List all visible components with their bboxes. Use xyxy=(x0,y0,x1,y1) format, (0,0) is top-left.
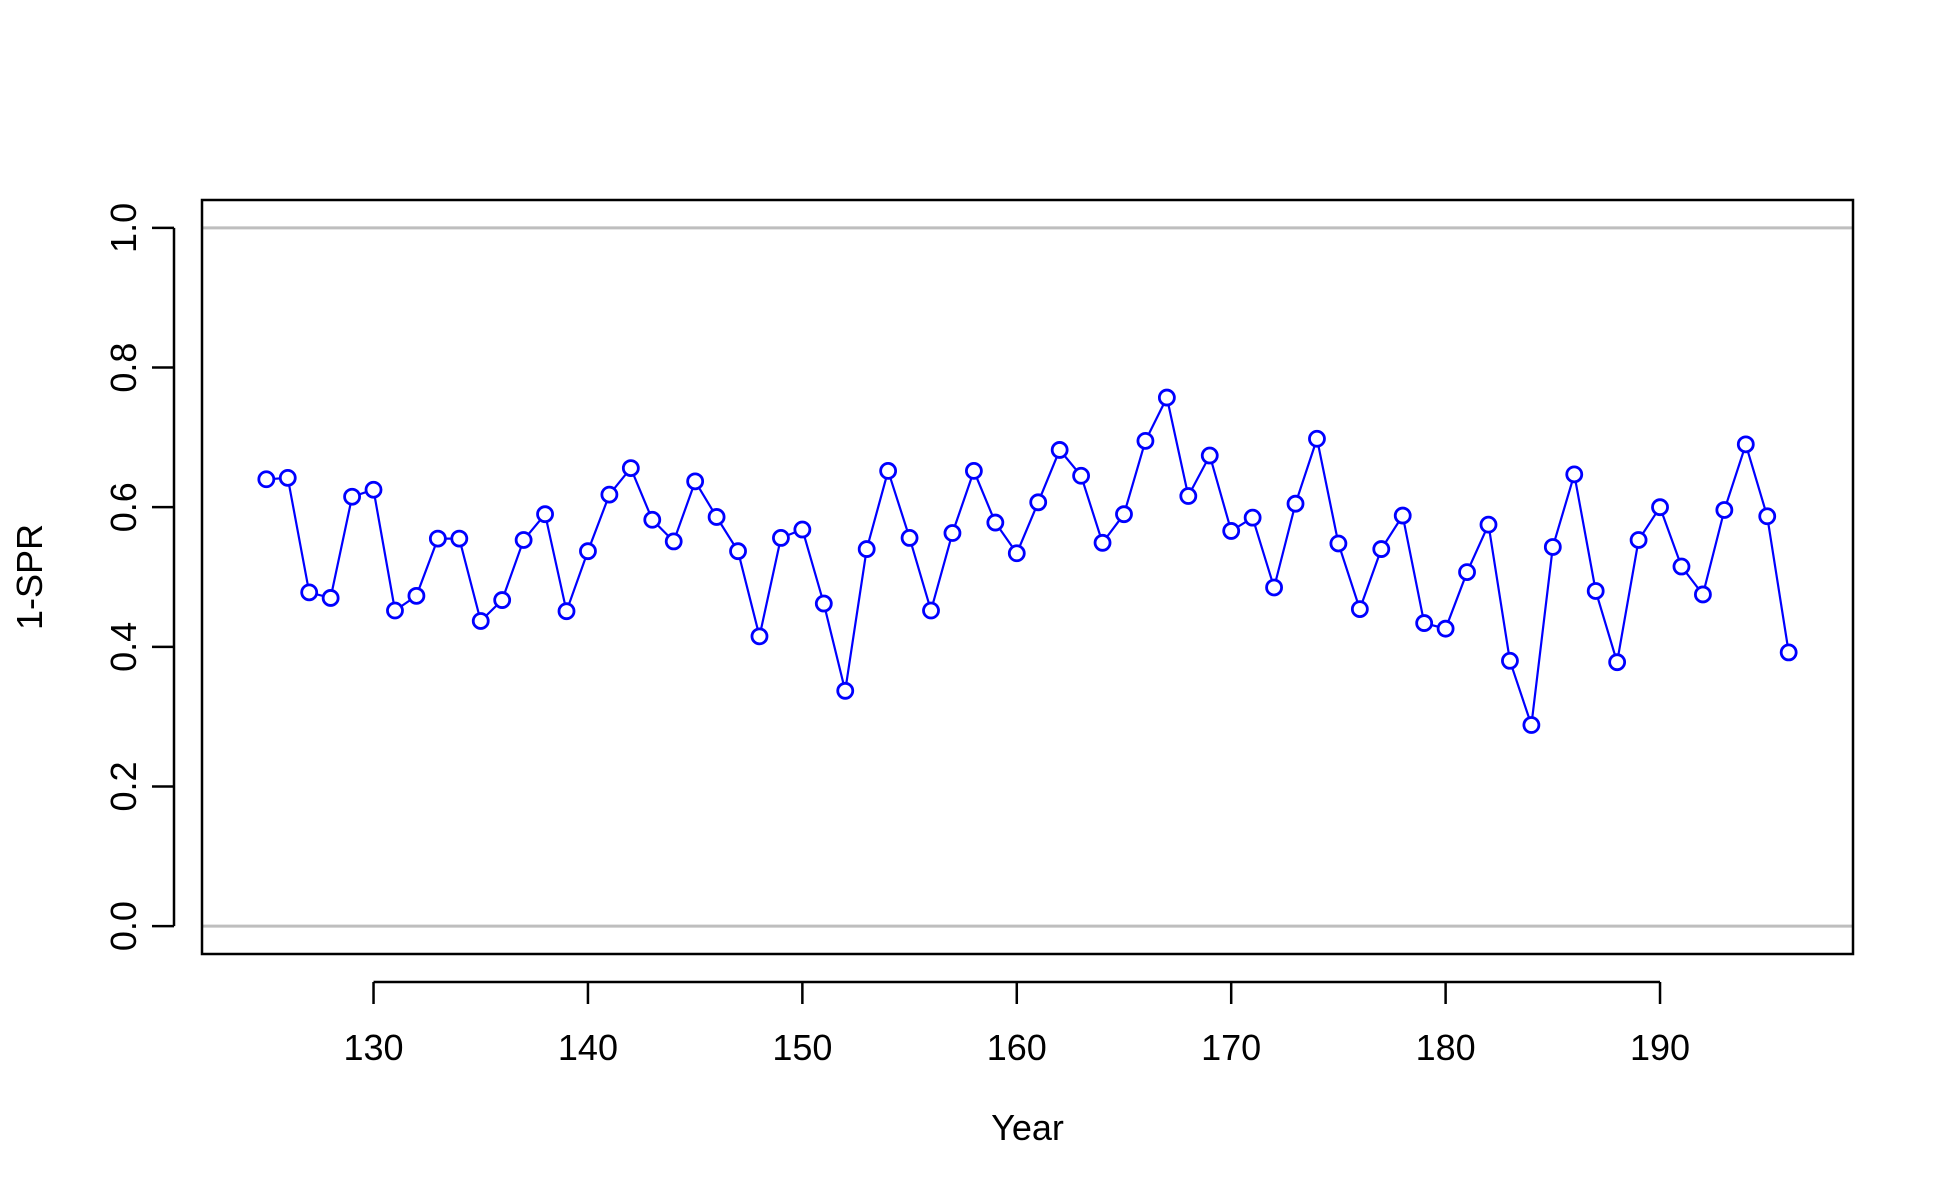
data-point xyxy=(407,586,426,605)
data-point xyxy=(600,485,619,504)
data-point xyxy=(493,591,512,609)
data-point xyxy=(1415,614,1434,632)
data-point xyxy=(450,529,469,548)
data-point xyxy=(321,589,340,607)
data-point xyxy=(964,461,983,480)
data-point xyxy=(386,601,404,620)
series-line xyxy=(266,394,1790,726)
data-point xyxy=(1736,435,1755,454)
data-point xyxy=(1350,600,1369,619)
data-point xyxy=(1007,544,1026,563)
y-axis: 0.0 0.2 0.4 0.6 0.8 1.0 xyxy=(103,203,176,951)
y-tick-label: 0.4 xyxy=(103,622,144,672)
data-point xyxy=(836,681,855,700)
data-point xyxy=(1565,465,1584,484)
x-tick-label: 180 xyxy=(1416,1027,1476,1068)
data-point xyxy=(664,532,683,551)
reference-lines xyxy=(202,226,1853,928)
data-point xyxy=(986,513,1005,532)
data-point xyxy=(343,487,361,506)
data-point xyxy=(1286,494,1305,513)
data-point xyxy=(514,531,533,549)
data-point xyxy=(900,529,919,547)
x-tick-label: 170 xyxy=(1201,1027,1261,1068)
series-layer xyxy=(257,388,1798,734)
data-point xyxy=(1372,540,1391,558)
data-point xyxy=(364,480,383,499)
x-tick-label: 140 xyxy=(558,1027,618,1068)
x-tick-label: 150 xyxy=(772,1027,832,1068)
data-point xyxy=(471,612,490,630)
data-point xyxy=(1436,619,1455,638)
data-point xyxy=(278,468,297,487)
data-point xyxy=(1458,563,1476,582)
data-point xyxy=(1222,522,1241,540)
data-point xyxy=(1093,533,1112,552)
x-tick-label: 160 xyxy=(987,1027,1047,1068)
data-point xyxy=(1157,388,1176,407)
y-tick-label: 0.0 xyxy=(103,901,144,951)
data-point xyxy=(879,461,898,480)
data-point xyxy=(1329,534,1348,553)
data-point xyxy=(643,510,662,529)
data-point xyxy=(707,508,726,526)
data-point xyxy=(1758,507,1777,526)
data-point xyxy=(686,472,705,491)
data-point xyxy=(300,583,319,602)
data-point xyxy=(943,524,962,542)
data-point xyxy=(1479,515,1498,534)
data-point xyxy=(750,627,769,646)
y-tick-label: 0.6 xyxy=(103,482,144,532)
data-point xyxy=(1072,466,1091,485)
y-axis-label: 1-SPR xyxy=(9,524,50,630)
x-tick-label: 130 xyxy=(343,1027,403,1068)
data-point xyxy=(1543,538,1562,556)
data-point xyxy=(729,542,747,561)
data-point xyxy=(621,459,640,477)
data-point xyxy=(772,529,790,547)
data-point xyxy=(1179,487,1198,505)
y-tick-label: 0.2 xyxy=(103,761,144,811)
data-point xyxy=(1029,493,1048,512)
x-tick-label: 190 xyxy=(1630,1027,1690,1068)
data-point xyxy=(557,602,576,621)
data-point xyxy=(1200,446,1219,465)
data-point xyxy=(1136,431,1155,450)
data-point xyxy=(1651,498,1669,517)
data-point xyxy=(1715,501,1734,519)
data-point xyxy=(1672,557,1691,576)
data-point xyxy=(814,594,833,613)
data-point xyxy=(257,470,276,489)
data-point xyxy=(793,520,812,539)
data-point xyxy=(1393,506,1412,525)
data-point xyxy=(857,540,876,558)
plot-frame xyxy=(200,198,1855,956)
data-point xyxy=(1608,653,1627,672)
x-axis-label: Year xyxy=(991,1107,1064,1148)
x-axis: 130 140 150 160 170 180 190 xyxy=(343,980,1690,1068)
data-point xyxy=(579,542,597,561)
data-point xyxy=(536,505,554,524)
data-point xyxy=(1586,582,1605,600)
data-point xyxy=(1694,585,1712,604)
data-point xyxy=(1501,651,1519,670)
data-point xyxy=(1779,643,1798,662)
data-point xyxy=(1522,716,1541,734)
data-point xyxy=(1308,429,1326,448)
data-point xyxy=(1629,531,1648,549)
data-point xyxy=(1050,441,1069,459)
data-point xyxy=(428,529,447,548)
data-point xyxy=(1265,578,1283,597)
data-point xyxy=(922,601,940,620)
data-point xyxy=(1115,505,1133,524)
data-point xyxy=(1243,508,1262,527)
y-tick-label: 0.8 xyxy=(103,343,144,393)
y-tick-label: 1.0 xyxy=(103,203,144,253)
